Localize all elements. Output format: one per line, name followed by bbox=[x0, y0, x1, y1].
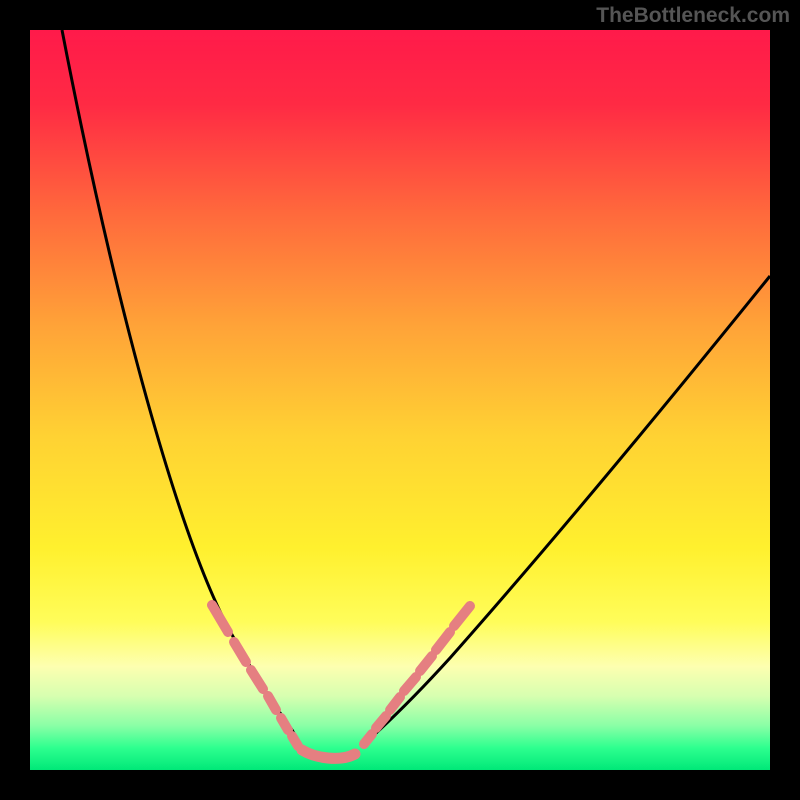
dash-segment bbox=[281, 718, 288, 730]
dash-segment bbox=[268, 696, 276, 710]
dash-segment bbox=[364, 734, 372, 744]
plot-area bbox=[30, 30, 770, 770]
dash-segment bbox=[292, 736, 298, 746]
chart-container: TheBottleneck.com bbox=[0, 0, 800, 800]
gradient-background bbox=[30, 30, 770, 770]
attribution-text: TheBottleneck.com bbox=[596, 4, 790, 27]
bottleneck-chart: TheBottleneck.com bbox=[0, 0, 800, 800]
